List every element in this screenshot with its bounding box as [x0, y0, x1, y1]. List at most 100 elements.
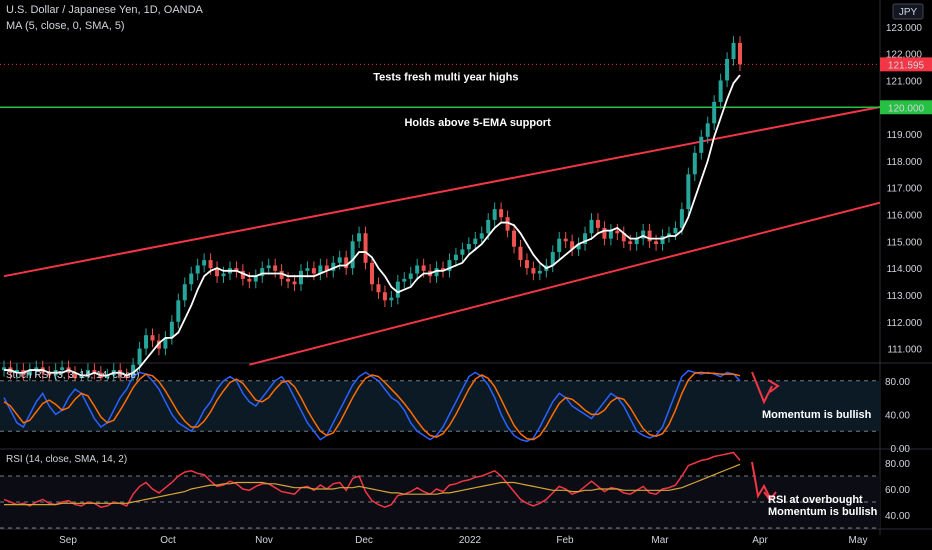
price-tick-label: 112.000 — [887, 318, 923, 329]
candle-body — [208, 260, 213, 269]
level-price-label: 120.000 — [888, 103, 925, 114]
candle-body — [705, 123, 710, 137]
candle-body — [699, 136, 704, 153]
candle-body — [654, 241, 659, 245]
candle-body — [570, 241, 575, 250]
candle-body — [73, 372, 78, 379]
candle-body — [460, 249, 465, 255]
candle-body — [692, 152, 697, 175]
candle-body — [492, 209, 497, 220]
candle-body — [738, 42, 742, 65]
candle-body — [531, 268, 536, 274]
candle-body — [240, 270, 245, 279]
currency-badge — [892, 3, 924, 20]
candle-body — [234, 268, 239, 271]
candle-body — [60, 367, 65, 371]
candle-body — [408, 273, 413, 279]
candle-body — [247, 278, 252, 282]
candle-body — [2, 367, 6, 371]
time-tick-label: Nov — [255, 535, 273, 546]
time-tick-label: Feb — [556, 535, 574, 546]
candle-body — [673, 227, 678, 234]
candle-body — [376, 284, 381, 293]
time-tick-label: Mar — [651, 535, 669, 546]
time-tick-label: Oct — [160, 535, 176, 546]
candle-body — [253, 276, 258, 282]
rsi-tick-label: 60.00 — [885, 485, 910, 496]
stoch-tick-label: 0.00 — [891, 444, 911, 455]
candle-body — [453, 254, 458, 261]
candle-body — [395, 281, 400, 298]
candle-body — [441, 268, 446, 271]
time-tick-label: Sep — [59, 535, 77, 546]
price-tick-label: 111.000 — [887, 345, 922, 356]
candle-body — [150, 335, 155, 341]
candle-body — [137, 348, 142, 365]
candle-body — [615, 230, 620, 234]
candle-body — [550, 252, 555, 266]
stoch-tick-label: 80.00 — [885, 377, 910, 388]
candle-body — [105, 375, 110, 379]
candle-body — [370, 262, 374, 285]
candle-body — [305, 268, 310, 271]
candle-body — [279, 270, 284, 279]
candle-body — [79, 375, 84, 379]
stoch-d-line — [3, 371, 741, 441]
candle-body — [182, 284, 187, 301]
price-tick-label: 117.000 — [887, 184, 923, 195]
channel-upper-line — [3, 106, 881, 278]
ma-legend: MA (5, close, 0, SMA, 5) — [6, 20, 125, 32]
candle-body — [389, 297, 394, 301]
candle-body — [331, 262, 336, 271]
candle-body — [505, 217, 510, 231]
candle-body — [47, 372, 52, 376]
candle-body — [583, 233, 588, 245]
candle-body — [85, 370, 90, 376]
candle-body — [479, 233, 484, 239]
stoch-arrow-head — [767, 379, 780, 393]
candle-body — [298, 270, 303, 285]
candle-body — [589, 219, 594, 234]
candle-body — [202, 260, 207, 266]
candle-body — [382, 292, 387, 301]
channel-lower-line — [249, 201, 881, 366]
ma-line — [4, 74, 741, 377]
candle-body — [215, 268, 220, 277]
level-price-label: 121.595 — [888, 60, 925, 71]
candle-body — [634, 238, 639, 245]
candle-body — [725, 58, 730, 81]
time-tick-label: 2022 — [459, 535, 482, 546]
price-tick-label: 115.000 — [887, 237, 923, 248]
candle-body — [421, 265, 426, 271]
candle-body — [576, 244, 581, 250]
stoch-rsi-label: Stoch RSI (3, 3, 14, 14, close) — [6, 370, 139, 381]
candle-body — [266, 265, 271, 269]
rsi-tick-label: 40.00 — [885, 511, 910, 522]
candle-body — [189, 273, 194, 285]
candle-body — [144, 335, 149, 349]
rsi-arrow — [751, 461, 771, 499]
rsi-label: RSI (14, close, SMA, 14, 2) — [6, 454, 127, 465]
candle-body — [486, 219, 491, 234]
price-tick-label: 118.000 — [887, 157, 923, 168]
candle-body — [731, 42, 736, 59]
price-tick-label: 114.000 — [887, 264, 923, 275]
candle-body — [641, 230, 646, 239]
candle-body — [712, 101, 717, 124]
time-tick-label: Apr — [752, 535, 768, 546]
candle-body — [337, 257, 342, 263]
candle-body — [14, 370, 19, 373]
candle-body — [621, 233, 626, 242]
candle-body — [363, 233, 368, 263]
candle-body — [221, 273, 226, 277]
candle-body — [344, 257, 349, 269]
candle-body — [512, 230, 517, 247]
candle-body — [679, 209, 684, 228]
candle-body — [311, 268, 316, 274]
candle-body — [92, 370, 97, 373]
candle-body — [169, 321, 174, 338]
candle-body — [195, 265, 200, 274]
candle-body — [176, 300, 181, 322]
chart-title: U.S. Dollar / Japanese Yen, 1D, OANDA — [6, 4, 203, 16]
